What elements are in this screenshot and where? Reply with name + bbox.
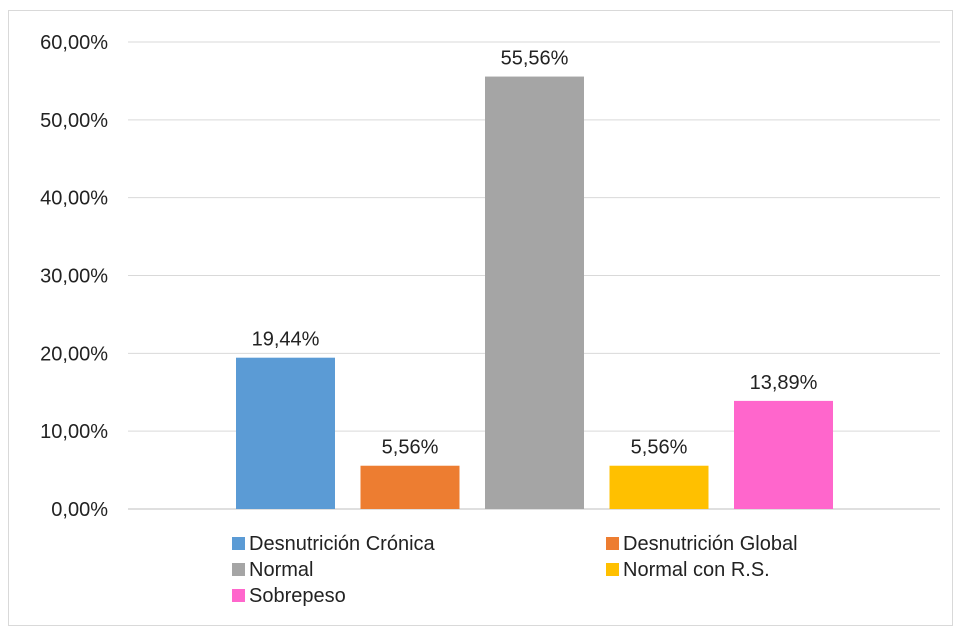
y-tick-label: 40,00% (40, 188, 108, 210)
y-tick-label: 10,00% (40, 421, 108, 443)
legend-label: Normal (249, 559, 313, 581)
data-label: 13,89% (750, 372, 818, 394)
data-label: 5,56% (631, 437, 688, 459)
legend-label: Normal con R.S. (623, 559, 770, 581)
legend-item: Normal con R.S. (606, 559, 770, 581)
legend-swatch (232, 589, 245, 602)
y-tick-label: 20,00% (40, 343, 108, 365)
legend-swatch (232, 563, 245, 576)
legend-swatch (232, 537, 245, 550)
bar-sobrepeso (734, 400, 833, 509)
legend-label: Sobrepeso (249, 585, 346, 607)
y-tick-label: 30,00% (40, 266, 108, 288)
legend-label: Desnutrición Global (623, 533, 798, 555)
bars (236, 76, 833, 510)
chart-frame (8, 10, 953, 626)
bar-desnutrici-n-global (360, 465, 460, 509)
bar-normal (485, 76, 584, 510)
data-labels: 19,44% 5,56% 55,56% 5,56% 13,89% (252, 48, 818, 459)
legend-item: Desnutrición Crónica (232, 533, 436, 555)
data-label: 5,56% (382, 437, 439, 459)
y-axis-tick-labels: 0,00% 10,00% 20,00% 30,00% 40,00% 50,00% 60,00… (40, 32, 108, 521)
legend-item: Sobrepeso (232, 585, 346, 607)
y-tick-label: 0,00% (51, 499, 108, 521)
legend-item: Normal (232, 559, 313, 581)
y-tick-label: 50,00% (40, 110, 108, 132)
legend: Desnutrición Crónica Desnutrición Global N… (232, 533, 798, 607)
legend-swatch (606, 537, 619, 550)
data-label: 55,56% (501, 48, 569, 70)
data-label: 19,44% (252, 329, 320, 351)
legend-label: Desnutrición Crónica (249, 533, 436, 555)
y-tick-label: 60,00% (40, 32, 108, 54)
legend-swatch (606, 563, 619, 576)
legend-item: Desnutrición Global (606, 533, 798, 555)
bar-normal-con-r-s- (609, 465, 709, 509)
bar-desnutrici-n-cr-nica (236, 357, 335, 509)
